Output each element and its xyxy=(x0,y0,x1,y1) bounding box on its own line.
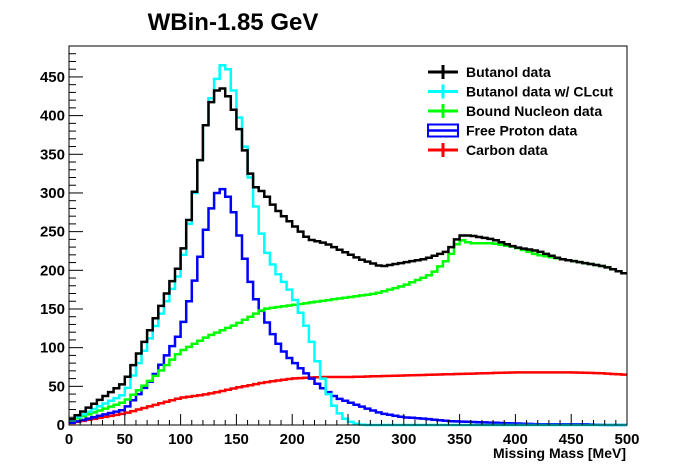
x-tick-label: 250 xyxy=(335,431,360,448)
y-tick-label: 350 xyxy=(40,146,65,163)
y-tick-label: 0 xyxy=(57,417,65,434)
legend-label: Carbon data xyxy=(466,142,548,158)
axes-layer: 0 50 100 150 200 250 300 350 400 450 500 0 50 100 150 2… xyxy=(40,45,640,448)
x-tick-label: 300 xyxy=(391,431,416,448)
legend-entry: Bound Nucleon data xyxy=(428,103,602,119)
legend-label: Butanol data xyxy=(466,64,551,80)
chart-title: WBin-1.85 GeV xyxy=(148,9,319,36)
histogram-layer xyxy=(69,64,627,427)
x-tick-label: 400 xyxy=(503,431,528,448)
x-tick-label: 450 xyxy=(559,431,584,448)
x-tick-label: 0 xyxy=(65,431,73,448)
series-line-carbon-data xyxy=(69,371,627,425)
legend: Butanol data Butanol data w/ CLcut Bound N… xyxy=(427,64,613,158)
series-line-butanol-data xyxy=(69,87,627,421)
x-tick-label: 350 xyxy=(447,431,472,448)
y-tick-label: 50 xyxy=(48,378,65,395)
legend-label: Bound Nucleon data xyxy=(466,103,602,119)
legend-entry: Butanol data w/ CLcut xyxy=(428,84,613,100)
y-tick-label: 100 xyxy=(40,340,65,357)
y-tick-label: 150 xyxy=(40,301,65,318)
x-tick-label: 100 xyxy=(168,431,193,448)
legend-label: Butanol data w/ CLcut xyxy=(466,84,613,100)
legend-entry: Carbon data xyxy=(428,142,548,158)
legend-entry: Free Proton data xyxy=(427,123,577,139)
x-tick-label: 500 xyxy=(614,431,639,448)
x-tick-label: 50 xyxy=(116,431,133,448)
series-line-free-proton-data xyxy=(69,187,627,427)
y-tick-label: 250 xyxy=(40,224,65,241)
x-axis-label: Missing Mass [MeV] xyxy=(493,445,626,461)
legend-label: Free Proton data xyxy=(466,123,577,139)
x-tick-label: 150 xyxy=(224,431,249,448)
y-tick-label: 200 xyxy=(40,262,65,279)
y-tick-label: 300 xyxy=(40,185,65,202)
series-line-bound-nucleon-data xyxy=(69,239,627,422)
y-tick-label: 400 xyxy=(40,108,65,125)
legend-entry: Butanol data xyxy=(428,64,551,80)
series-line-butanol-data-w-clcut xyxy=(69,64,627,427)
x-tick-label: 200 xyxy=(280,431,305,448)
y-tick-label: 450 xyxy=(40,69,65,86)
